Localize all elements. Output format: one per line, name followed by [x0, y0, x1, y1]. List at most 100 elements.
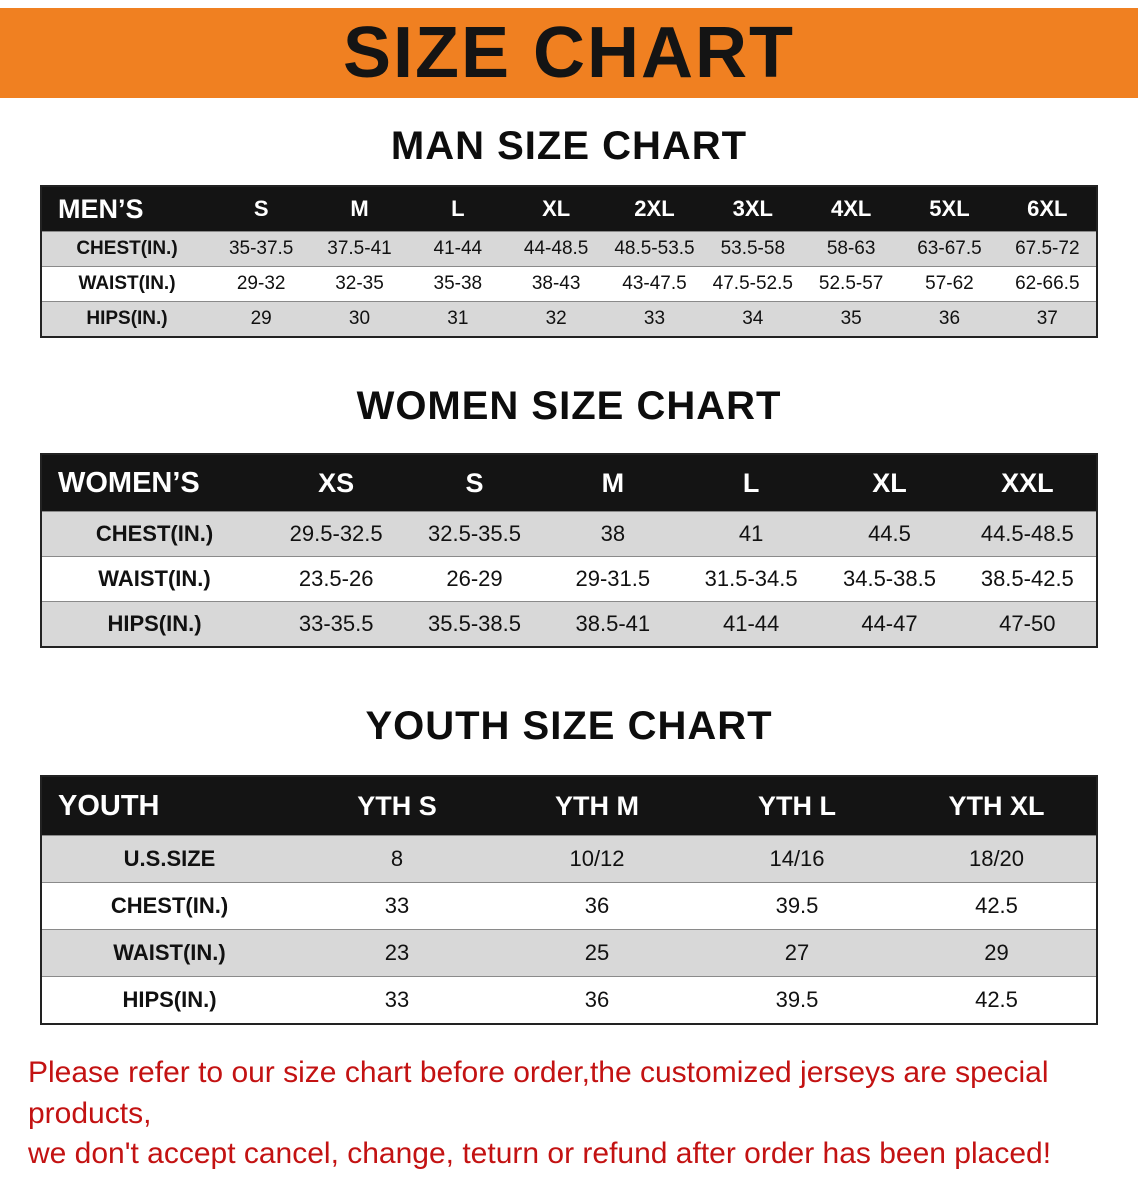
size-value-cell: 41-44: [723, 611, 780, 636]
disclaimer-line-1: Please refer to our size chart before or…: [28, 1056, 1049, 1130]
size-value-cell: 52.5-57: [818, 273, 884, 294]
size-value-cell: 62-66.5: [1015, 273, 1080, 294]
women-table-title: WOMEN’S: [41, 454, 267, 512]
size-value-cell: 32.5-35.5: [428, 521, 521, 546]
size-value-cell: 38: [600, 521, 626, 546]
women-size-header-l: L: [681, 454, 821, 512]
size-value-cell: 33: [384, 893, 410, 918]
youth-row-chest-in: CHEST(IN.) 33 36 39.5 42.5: [41, 882, 1097, 930]
size-value-cell: 39.5: [775, 987, 819, 1012]
disclaimer: Please refer to our size chart before or…: [0, 1053, 1138, 1189]
youth-size-header-yth-xl: YTH XL: [897, 776, 1097, 836]
row-label: HIPS(IN.): [122, 987, 217, 1012]
size-value-cell: 44.5-48.5: [980, 521, 1074, 546]
women-header-row: WOMEN’S XS S M L XL XXL: [41, 454, 1097, 512]
men-size-header-s: S: [212, 186, 311, 232]
size-value-cell: 38.5-41: [575, 611, 651, 636]
men-size-header-xl: XL: [506, 186, 606, 232]
size-value-cell: 39.5: [775, 893, 819, 918]
row-label: U.S.SIZE: [123, 846, 216, 871]
women-size-table: WOMEN’S XS S M L XL XXL CHEST(IN.) 29.5-32.5 32.5…: [40, 453, 1098, 648]
women-size-header-s: S: [405, 454, 544, 512]
size-value-cell: 8: [390, 846, 404, 871]
size-value-cell: 32: [545, 308, 567, 329]
size-value-cell: 37.5-41: [327, 238, 392, 259]
size-value-cell: 27: [784, 940, 810, 965]
women-size-header-xl: XL: [820, 454, 959, 512]
row-label: WAIST(IN.): [98, 566, 211, 591]
youth-size-header-yth-m: YTH M: [497, 776, 697, 836]
women-size-header-m: M: [543, 454, 682, 512]
size-value-cell: 41-44: [433, 238, 483, 259]
men-size-header-m: M: [310, 186, 409, 232]
row-label: HIPS(IN.): [107, 611, 202, 636]
size-value-cell: 41: [738, 521, 764, 546]
page-title: SIZE CHART: [343, 13, 795, 93]
women-heading: WOMEN SIZE CHART: [356, 384, 782, 428]
banner: SIZE CHART: [0, 8, 1138, 98]
size-value-cell: 23: [384, 940, 410, 965]
size-value-cell: 10/12: [569, 846, 625, 871]
size-value-cell: 38-43: [531, 273, 581, 294]
men-size-header-3xl: 3XL: [703, 186, 802, 232]
size-value-cell: 67.5-72: [1015, 238, 1080, 259]
size-value-cell: 35-37.5: [228, 238, 294, 259]
size-value-cell: 42.5: [975, 987, 1018, 1012]
size-value-cell: 36: [584, 987, 610, 1012]
size-value-cell: 35: [840, 308, 862, 329]
size-value-cell: 29-32: [236, 273, 286, 294]
size-value-cell: 29-31.5: [575, 566, 651, 591]
size-value-cell: 37: [1036, 308, 1058, 329]
size-value-cell: 36: [938, 308, 961, 329]
men-row-chest-in: CHEST(IN.) 35-37.5 37.5-41 41-44 44-48.5 48.5…: [41, 231, 1097, 267]
youth-table-title: YOUTH: [41, 776, 297, 836]
men-row-waist-in: WAIST(IN.) 29-32 32-35 35-38 38-43 43-47.5 47.…: [41, 266, 1097, 302]
size-value-cell: 18/20: [968, 846, 1025, 871]
youth-row-hips-in: HIPS(IN.) 33 36 39.5 42.5: [41, 976, 1097, 1024]
size-value-cell: 53.5-58: [720, 238, 786, 259]
size-value-cell: 32-35: [335, 273, 384, 294]
size-value-cell: 33: [384, 987, 410, 1012]
size-value-cell: 47.5-52.5: [712, 273, 793, 294]
size-value-cell: 31: [447, 308, 469, 329]
disclaimer-line-2: we don't accept cancel, change, teturn o…: [28, 1137, 1052, 1170]
men-header-row: MEN’S S M L XL 2XL 3XL 4XL 5XL 6XL: [41, 186, 1097, 232]
size-value-cell: 29.5-32.5: [289, 521, 383, 546]
row-label: WAIST(IN.): [78, 273, 176, 294]
youth-header-row: YOUTH YTH S YTH M YTH L YTH XL: [41, 776, 1097, 836]
size-value-cell: 57-62: [925, 273, 974, 294]
row-label: CHEST(IN.): [76, 238, 178, 259]
row-label: CHEST(IN.): [110, 893, 229, 918]
youth-row-u-s-size: U.S.SIZE 8 10/12 14/16 18/20: [41, 835, 1097, 883]
youth-row-waist-in: WAIST(IN.) 23 25 27 29: [41, 929, 1097, 977]
size-value-cell: 44.5: [868, 521, 911, 546]
men-section: MAN SIZE CHART MEN’S S M L XL 2XL 3XL 4XL 5XL 6XL…: [0, 124, 1138, 338]
size-value-cell: 31.5-34.5: [704, 566, 798, 591]
row-label: WAIST(IN.): [113, 940, 226, 965]
size-value-cell: 42.5: [975, 893, 1018, 918]
size-value-cell: 29: [250, 308, 272, 329]
women-section: WOMEN SIZE CHART WOMEN’S XS S M L XL XXL CHEST(…: [0, 384, 1138, 648]
youth-section: YOUTH SIZE CHART YOUTH YTH S YTH M YTH L YTH…: [0, 704, 1138, 1025]
size-value-cell: 44-48.5: [523, 238, 589, 259]
women-row-hips-in: HIPS(IN.) 33-35.5 35.5-38.5 38.5-41 41-44 44-…: [41, 601, 1097, 647]
size-value-cell: 25: [584, 940, 610, 965]
size-value-cell: 35-38: [433, 273, 483, 294]
size-value-cell: 33-35.5: [298, 611, 374, 636]
men-row-hips-in: HIPS(IN.) 29 30 31 32 33 34 35 36 37: [41, 301, 1097, 337]
men-heading: MAN SIZE CHART: [390, 124, 748, 168]
size-value-cell: 34: [742, 308, 764, 329]
men-size-table: MEN’S S M L XL 2XL 3XL 4XL 5XL 6XL CHEST(IN.) 35-37…: [40, 185, 1098, 338]
youth-size-table: YOUTH YTH S YTH M YTH L YTH XL U.S.SIZE 8 10/12…: [40, 775, 1098, 1025]
size-value-cell: 34.5-38.5: [842, 566, 936, 591]
men-size-header-4xl: 4XL: [801, 186, 901, 232]
youth-size-header-yth-l: YTH L: [697, 776, 897, 836]
size-value-cell: 33: [643, 308, 666, 329]
size-value-cell: 58-63: [826, 238, 876, 259]
women-size-header-xxl: XXL: [958, 454, 1097, 512]
men-size-header-5xl: 5XL: [900, 186, 999, 232]
size-value-cell: 29: [984, 940, 1009, 965]
size-value-cell: 36: [584, 893, 610, 918]
men-size-header-6xl: 6XL: [998, 186, 1097, 232]
